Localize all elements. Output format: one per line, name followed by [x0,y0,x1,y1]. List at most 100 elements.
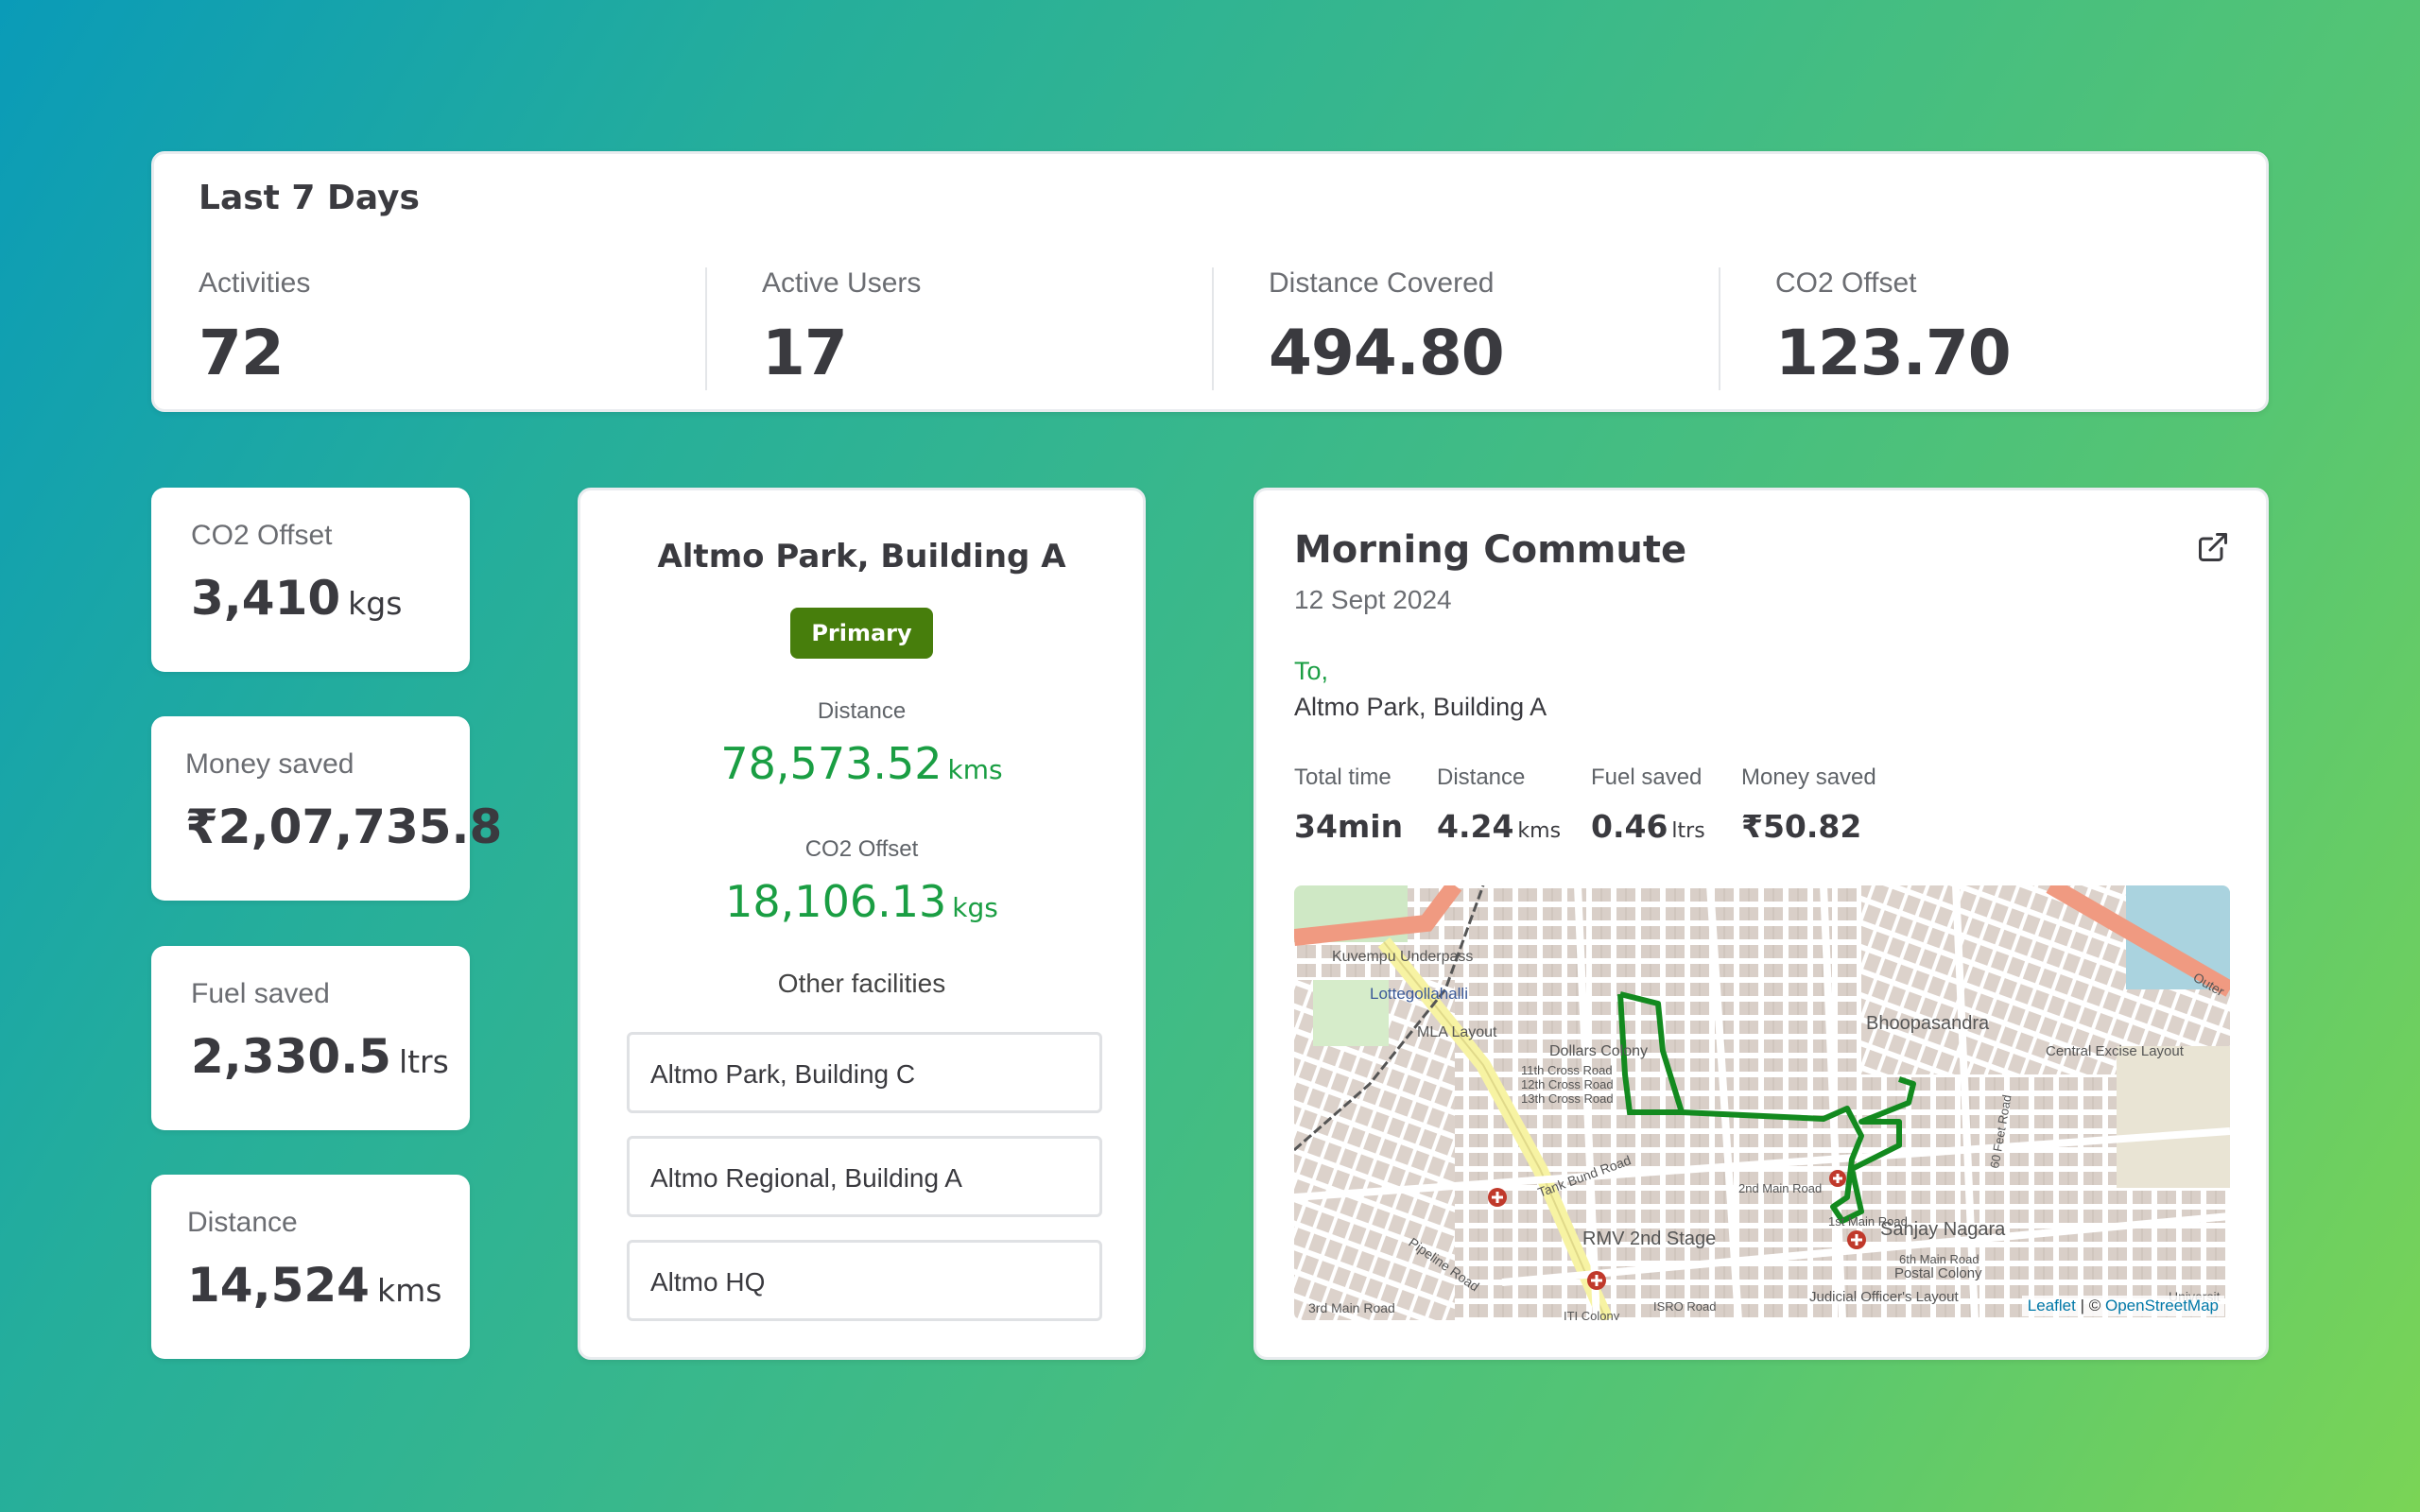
facility-card: Altmo Park, Building A Primary Distance … [578,488,1146,1360]
divider [1212,267,1214,390]
value-number: 18,106.13 [725,876,947,927]
osm-link[interactable]: OpenStreetMap [2104,1297,2219,1314]
map-label: Judicial Officer's Layout [1809,1289,1959,1305]
stat-value: 4.24 kms [1437,808,1561,845]
stat-label: Distance Covered [1269,267,1495,299]
commute-stat-fuel: Fuel saved 0.46 ltrs [1591,765,1705,845]
stat-label: Active Users [762,267,922,299]
stat-label: Activities [199,267,311,299]
map-label: Central Excise Layout [2046,1043,2185,1059]
map-label: 13th Cross Road [1521,1091,1614,1106]
stat-value: 34min [1294,808,1404,845]
summary-title: Last 7 Days [199,179,420,217]
map-label: Sanjay Nagara [1880,1219,2006,1240]
facility-co2-label: CO2 Offset [804,836,919,862]
card-label: Money saved [185,748,354,780]
stat-active-users: Active Users 17 [762,267,921,390]
stat-label: Fuel saved [1591,765,1703,790]
map-label: Bhoopasandra [1866,1013,1990,1034]
map-label: 3rd Main Road [1308,1300,1395,1315]
map-label: Lottegollahalli [1370,985,1468,1003]
stat-value: 123.70 [1775,317,2012,389]
stat-value: 17 [762,317,848,389]
stat-value: 0.46 ltrs [1591,808,1705,845]
map-label: 12th Cross Road [1521,1077,1614,1091]
commute-card: Morning Commute 12 Sept 2024 To, Altmo P… [1253,488,2269,1360]
map-label: ITI Colony [1564,1309,1620,1320]
value-number: 78,573.52 [720,738,942,789]
divider [1719,267,1720,390]
map-label: Kuvempu Underpass [1332,949,1473,965]
value-unit: kms [947,754,1003,785]
stat-value: 494.80 [1269,317,1505,389]
map-label: 6th Main Road [1899,1252,1979,1266]
facility-distance-value: 78,573.52 kms [580,738,1143,789]
map-label: 11th Cross Road [1521,1063,1613,1077]
value-number: 0.46 [1591,808,1668,845]
badge-wrap: Primary [580,608,1143,659]
divider [705,267,707,390]
value-unit: kgs [952,892,998,923]
route-map[interactable]: Kuvempu Underpass Lottegollahalli MLA La… [1294,885,2230,1320]
fuel-saved-card: Fuel saved 2,330.5 ltrs [151,946,470,1130]
stat-label: Distance [1437,765,1526,790]
map-label: ISRO Road [1653,1299,1716,1314]
hospital-marker-icon [1829,1170,1846,1187]
map-label: 2nd Main Road [1738,1181,1822,1195]
primary-badge: Primary [790,608,933,659]
map-label: RMV 2nd Stage [1582,1228,1716,1249]
facility-option[interactable]: Altmo Regional, Building A [627,1136,1102,1217]
commute-date: 12 Sept 2024 [1294,585,1452,614]
value-number: 3,410 [191,571,341,626]
destination-value: Altmo Park, Building A [1294,693,1547,721]
card-value: ₹2,07,735.8 [185,799,503,854]
card-label: Fuel saved [191,978,330,1009]
card-label: CO2 Offset [191,520,333,551]
value-number: 4.24 [1437,808,1514,845]
distance-card: Distance 14,524 kms [151,1175,470,1359]
value-unit: ltrs [398,1043,449,1080]
value-unit: ltrs [1671,819,1705,843]
destination-label: To, [1294,657,1329,685]
stat-co2-offset: CO2 Offset 123.70 [1775,267,2012,390]
stat-value: 72 [199,317,285,389]
value-number: 2,330.5 [191,1029,391,1084]
money-saved-card: Money saved ₹2,07,735.8 [151,716,502,901]
value-unit: kms [376,1272,442,1309]
co2-offset-card: CO2 Offset 3,410 kgs [151,488,470,672]
stat-value: ₹50.82 [1741,808,1862,845]
commute-stat-time: Total time 34min [1294,765,1403,845]
value-number: 14,524 [187,1258,370,1313]
facility-co2-value: 18,106.13 kgs [580,876,1143,927]
commute-title: Morning Commute [1294,528,1687,572]
hospital-marker-icon [1587,1271,1606,1290]
map-label: MLA Layout [1417,1024,1497,1040]
card-label: Distance [187,1207,298,1238]
stat-activities: Activities 72 [199,267,310,390]
card-value: 3,410 kgs [191,571,402,626]
map-attribution: Leaflet | © OpenStreetMap [2021,1296,2224,1316]
external-link-icon[interactable] [2196,530,2230,564]
leaflet-link[interactable]: Leaflet [2027,1297,2076,1314]
stat-label: Total time [1294,765,1392,790]
value-unit: kgs [348,585,403,622]
map-label: 1st Main Road [1828,1214,1908,1228]
attribution-separator: | © [2080,1297,2101,1314]
card-value: 14,524 kms [187,1258,441,1313]
summary-card: Last 7 Days Activities 72 Active Users 1… [151,151,2269,412]
facility-option[interactable]: Altmo Park, Building C [627,1032,1102,1113]
facility-name: Altmo Park, Building A [657,538,1066,576]
hospital-marker-icon [1488,1188,1507,1207]
card-value: 2,330.5 ltrs [191,1029,449,1084]
stat-distance-covered: Distance Covered 494.80 [1269,267,1505,390]
commute-stat-distance: Distance 4.24 kms [1437,765,1561,845]
map-label: Dollars Colony [1549,1043,1648,1059]
facility-option[interactable]: Altmo HQ [627,1240,1102,1321]
map-canvas[interactable]: Kuvempu Underpass Lottegollahalli MLA La… [1294,885,2230,1320]
facility-distance-label: Distance [817,698,907,724]
stat-label: Money saved [1741,765,1876,790]
commute-stat-money: Money saved ₹50.82 [1741,765,1876,845]
value-unit: kms [1517,819,1562,843]
stat-label: CO2 Offset [1775,267,1917,299]
map-label: Postal Colony [1894,1265,1982,1281]
